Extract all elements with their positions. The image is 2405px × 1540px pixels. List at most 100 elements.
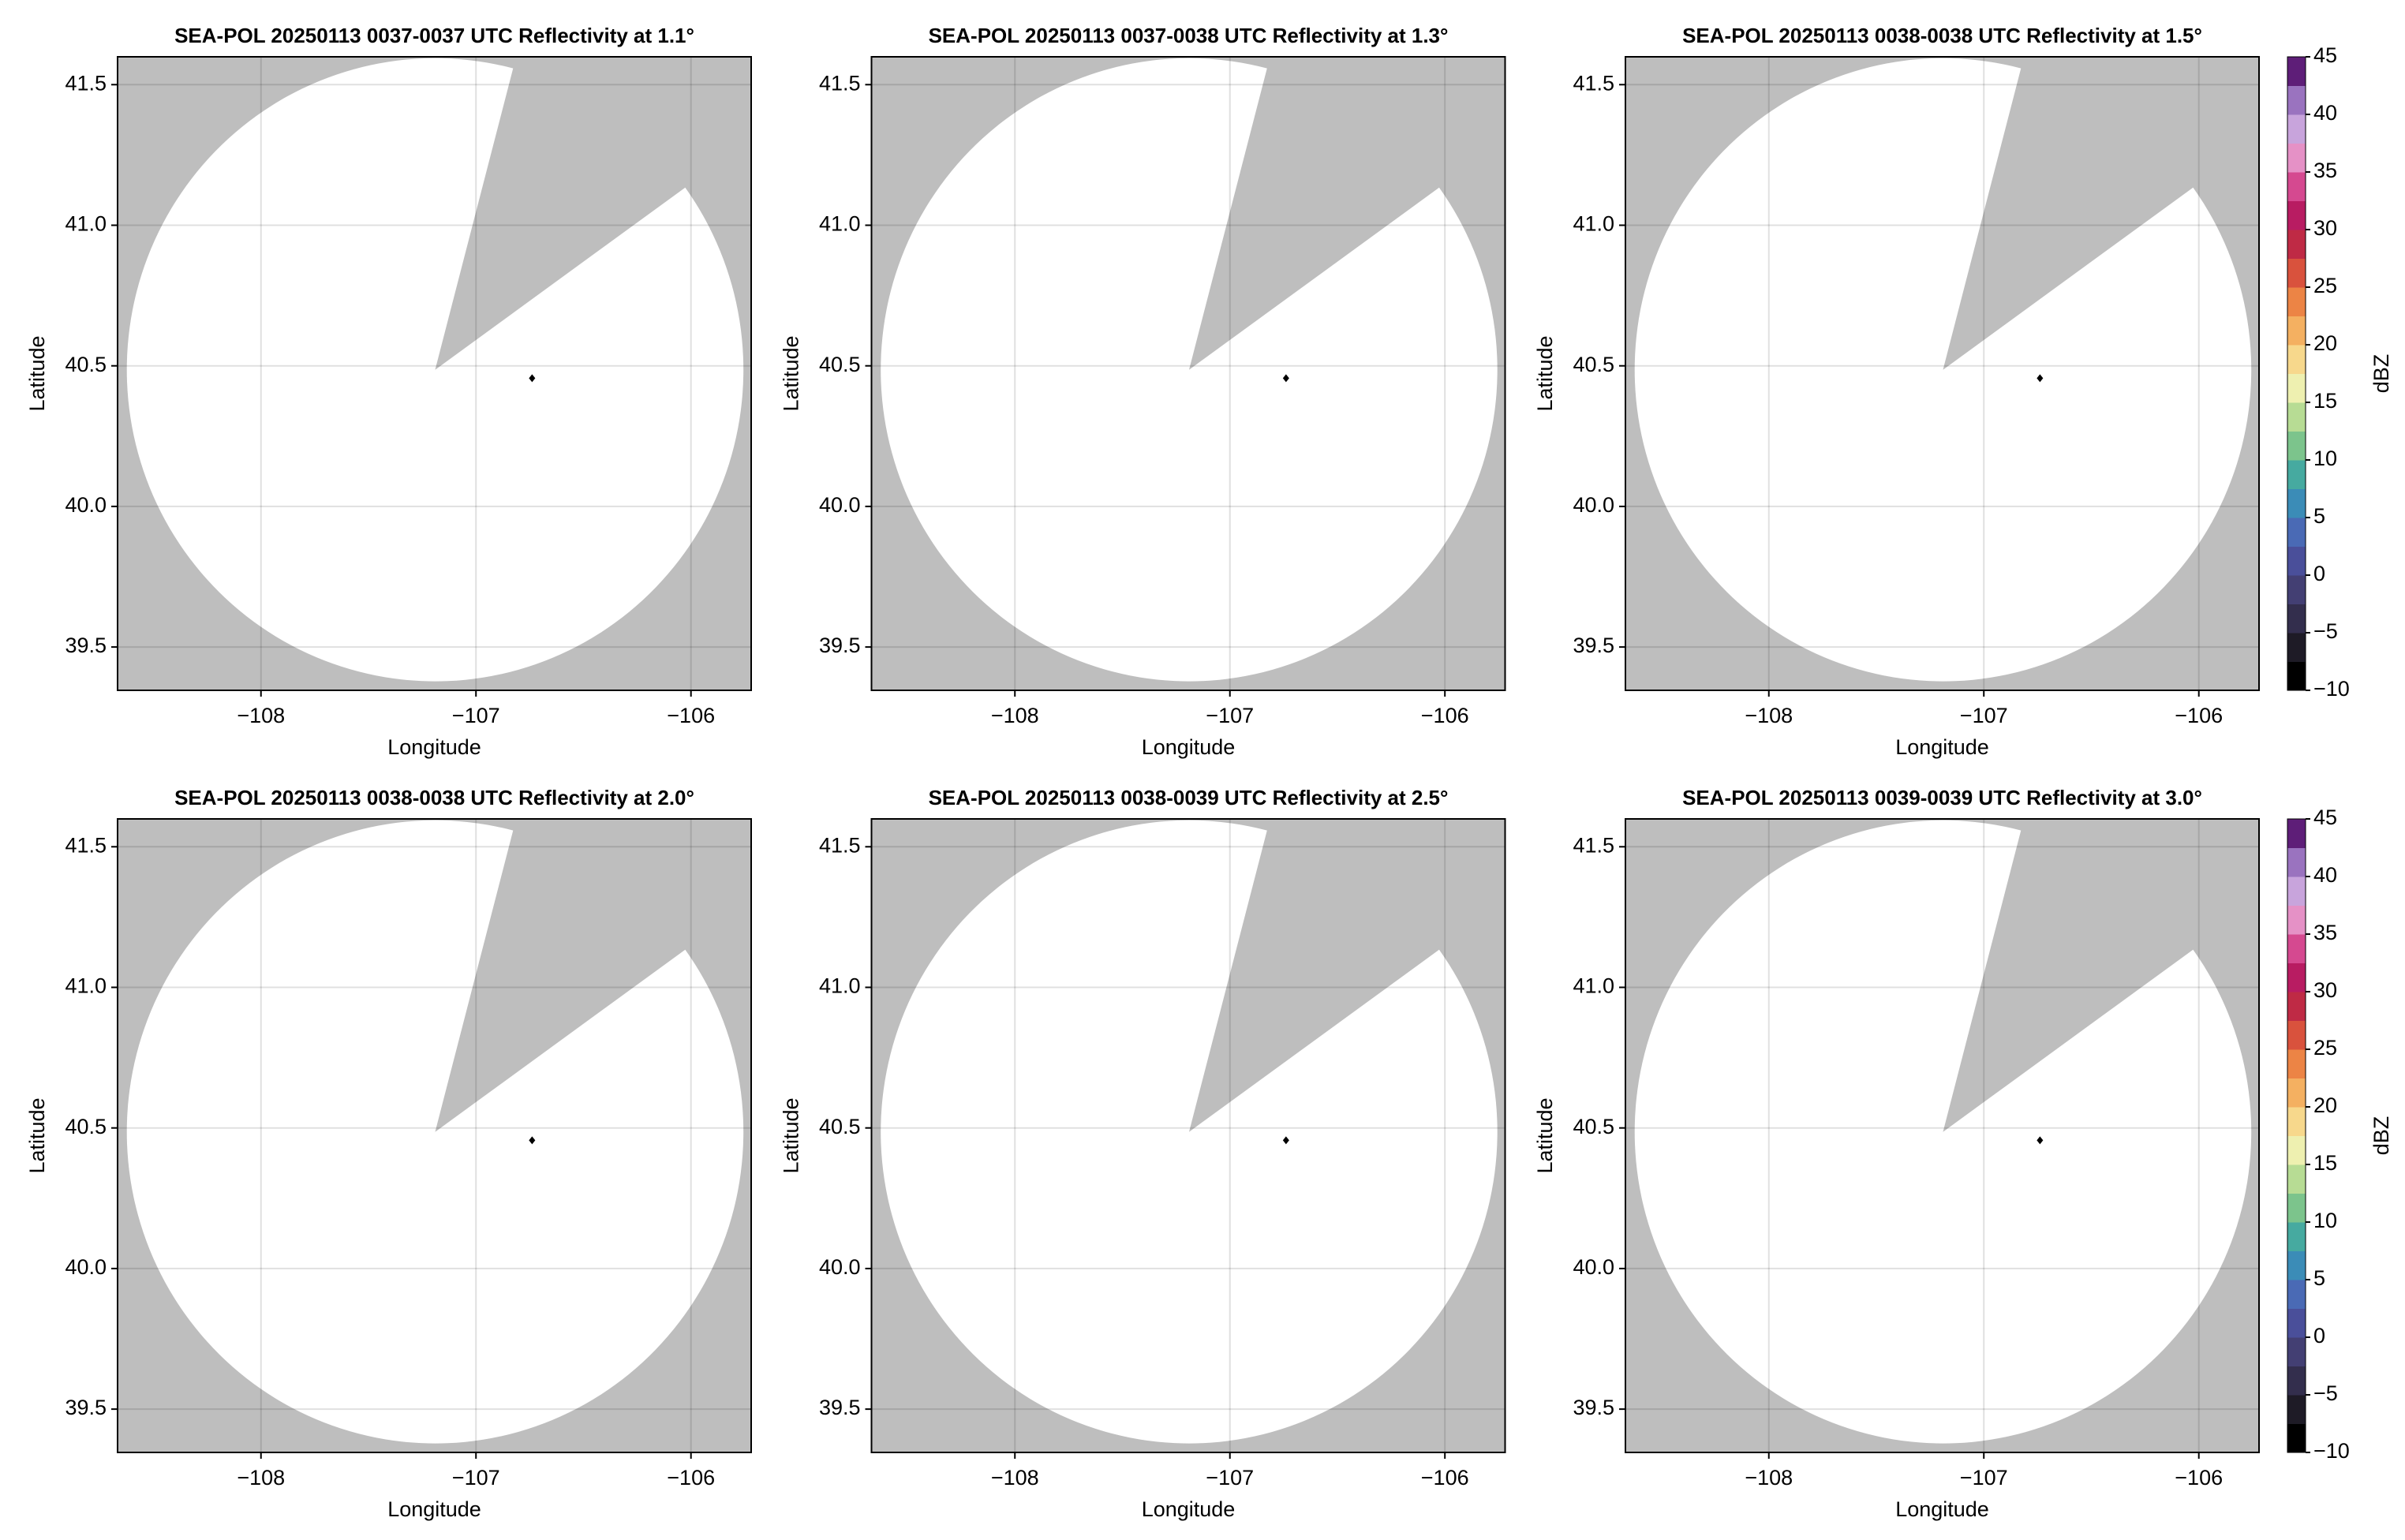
y-tick-label: 41.0 (65, 974, 107, 998)
colorbar-segment (2287, 258, 2306, 288)
colorbar-tick-label: 45 (2313, 806, 2337, 829)
colorbar-tick-label: 10 (2313, 447, 2337, 470)
radar-coverage (1634, 820, 2252, 1444)
y-tick-label: 40.5 (65, 353, 107, 376)
y-tick-label: 40.5 (65, 1115, 107, 1138)
y-tick-label: 41.5 (65, 833, 107, 857)
colorbar-tick-label: 5 (2313, 1266, 2325, 1290)
chart-title: SEA-POL 20250113 0038-0038 UTC Reflectiv… (1682, 24, 2202, 47)
colorbar-tick-label: −5 (2313, 619, 2338, 643)
colorbar-tick-label: 25 (2313, 274, 2337, 297)
x-tick-label: −108 (991, 1466, 1039, 1490)
y-tick-label: 40.0 (65, 1255, 107, 1279)
x-tick-label: −108 (237, 1466, 285, 1490)
y-tick-label: 41.0 (819, 212, 861, 236)
radar-coverage (881, 58, 1498, 682)
x-tick-label: −106 (667, 704, 715, 727)
x-tick-label: −106 (1421, 704, 1469, 727)
y-tick-label: 40.0 (819, 493, 861, 517)
y-tick-label: 39.5 (819, 634, 861, 657)
x-tick-label: −106 (2175, 704, 2223, 727)
y-tick-label: 41.5 (819, 833, 861, 857)
colorbar-tick-label: 40 (2313, 863, 2337, 887)
colorbar-segment (2287, 905, 2306, 935)
colorbar-segment (2287, 546, 2306, 576)
colorbar-tick-label: 35 (2313, 921, 2337, 944)
colorbar-segment (2287, 431, 2306, 461)
x-tick-label: −107 (1206, 1466, 1254, 1490)
radar-site (2037, 374, 2044, 383)
colorbar-segment (2287, 934, 2306, 963)
radar-site (1282, 374, 1289, 383)
colorbar-segment (2287, 287, 2306, 316)
x-axis-label: Longitude (1895, 735, 1989, 759)
colorbar-tick-label: −10 (2313, 677, 2350, 701)
radar-coverage (881, 820, 1498, 1444)
colorbar-segment (2287, 316, 2306, 346)
y-tick-label: 41.0 (1573, 212, 1614, 236)
colorbar-segment (2287, 877, 2306, 906)
colorbar-segment (2287, 518, 2306, 547)
y-tick-label: 39.5 (819, 1396, 861, 1419)
y-tick-label: 40.5 (819, 353, 861, 376)
colorbar-segment (2287, 57, 2306, 86)
x-tick-label: −107 (1960, 1466, 2008, 1490)
colorbar-segment (2287, 1222, 2306, 1251)
colorbar-segment (2287, 373, 2306, 403)
y-axis-label: Latitude (25, 1097, 49, 1173)
plot-frame (1625, 56, 2260, 691)
colorbar-label: dBZ (2369, 1116, 2393, 1156)
colorbar-segment (2287, 460, 2306, 489)
colorbar-segment (2287, 1366, 2306, 1396)
x-tick-label: −107 (1206, 704, 1254, 727)
colorbar-segment (2287, 575, 2306, 604)
radar-coverage (126, 820, 744, 1444)
colorbar-tick-label: 25 (2313, 1036, 2337, 1060)
y-tick-label: 41.0 (819, 974, 861, 998)
colorbar-segment (2287, 1250, 2306, 1280)
x-tick-label: −106 (2175, 1466, 2223, 1490)
colorbar-tick-label: 15 (2313, 389, 2337, 413)
colorbar-tick-label: 30 (2313, 978, 2337, 1002)
y-tick-label: 41.5 (1573, 833, 1614, 857)
colorbar-segment (2287, 230, 2306, 259)
plot-frame (1625, 818, 2260, 1453)
y-tick-label: 41.5 (819, 71, 861, 95)
y-tick-label: 40.5 (1573, 1115, 1614, 1138)
radar-site (529, 1136, 536, 1145)
y-tick-label: 41.5 (65, 71, 107, 95)
colorbar-tick-label: 20 (2313, 331, 2337, 355)
y-tick-label: 40.5 (819, 1115, 861, 1138)
colorbar-tick-label: −10 (2313, 1439, 2350, 1463)
y-tick-label: 39.5 (65, 634, 107, 657)
y-tick-label: 40.0 (1573, 1255, 1614, 1279)
colorbar-tick-label: 0 (2313, 562, 2325, 585)
y-axis-label: Latitude (25, 335, 49, 411)
x-tick-label: −108 (1745, 704, 1793, 727)
colorbar-tick-label: 10 (2313, 1209, 2337, 1232)
colorbar-segment (2287, 488, 2306, 518)
y-tick-label: 40.5 (1573, 353, 1614, 376)
y-tick-label: 40.0 (1573, 493, 1614, 517)
x-axis-label: Longitude (1895, 1497, 1989, 1521)
x-axis-label: Longitude (1142, 735, 1236, 759)
y-axis-label: Latitude (1533, 335, 1557, 411)
colorbar-segment (2287, 1337, 2306, 1366)
y-tick-label: 41.0 (65, 212, 107, 236)
colorbar-label: dBZ (2369, 354, 2393, 394)
y-tick-label: 40.0 (65, 493, 107, 517)
colorbar-segment (2287, 819, 2306, 848)
radar-site (529, 374, 536, 383)
colorbar-tick-label: −5 (2313, 1381, 2338, 1405)
colorbar-segment (2287, 1078, 2306, 1108)
y-tick-label: 40.0 (819, 1255, 861, 1279)
colorbar-tick-label: 40 (2313, 101, 2337, 125)
colorbar-segment (2287, 1193, 2306, 1223)
colorbar-segment (2287, 661, 2306, 691)
colorbar-tick-label: 0 (2313, 1324, 2325, 1348)
colorbar-segment (2287, 1020, 2306, 1050)
x-axis-label: Longitude (387, 735, 481, 759)
colorbar-segment (2287, 402, 2306, 432)
x-tick-label: −108 (1745, 1466, 1793, 1490)
